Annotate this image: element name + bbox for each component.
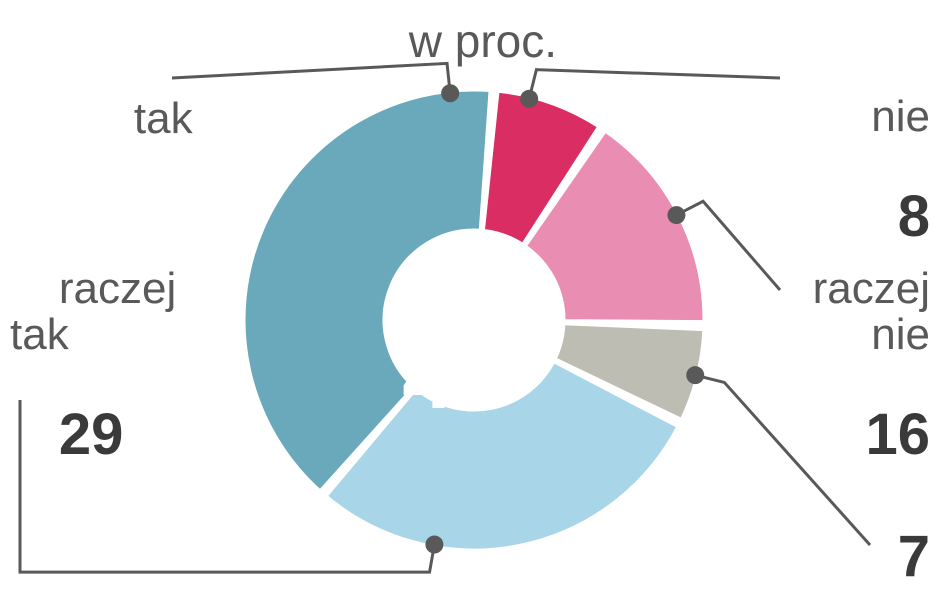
label-tak: tak bbox=[85, 50, 193, 189]
big-value-text: 40 bbox=[402, 326, 504, 428]
unknown-dot bbox=[686, 366, 704, 384]
label-raczej-nie-text: raczej nie bbox=[813, 264, 930, 359]
nie-dot bbox=[520, 90, 538, 108]
raczej-nie-dot bbox=[667, 206, 685, 224]
raczej-tak-dot bbox=[425, 536, 443, 554]
label-raczej-nie: raczej nie 16 bbox=[764, 220, 930, 512]
label-raczej-tak-text: raczej tak bbox=[10, 264, 176, 359]
label-raczej-nie-value: 16 bbox=[865, 402, 930, 467]
chart-stage: w proc. tak nie 8 raczej nie 16 7 raczej… bbox=[0, 0, 948, 593]
label-raczej-tak-value: 29 bbox=[59, 402, 124, 467]
chart-title-text: w proc. bbox=[409, 15, 557, 67]
tak-dot bbox=[441, 84, 459, 102]
label-unknown-value: 7 bbox=[898, 524, 930, 589]
big-value: 40 bbox=[300, 232, 505, 522]
label-nie-text: nie bbox=[871, 92, 930, 141]
label-raczej-tak: raczej tak 29 bbox=[10, 220, 176, 512]
label-unknown: 7 bbox=[880, 510, 930, 593]
label-tak-text: tak bbox=[134, 94, 193, 143]
